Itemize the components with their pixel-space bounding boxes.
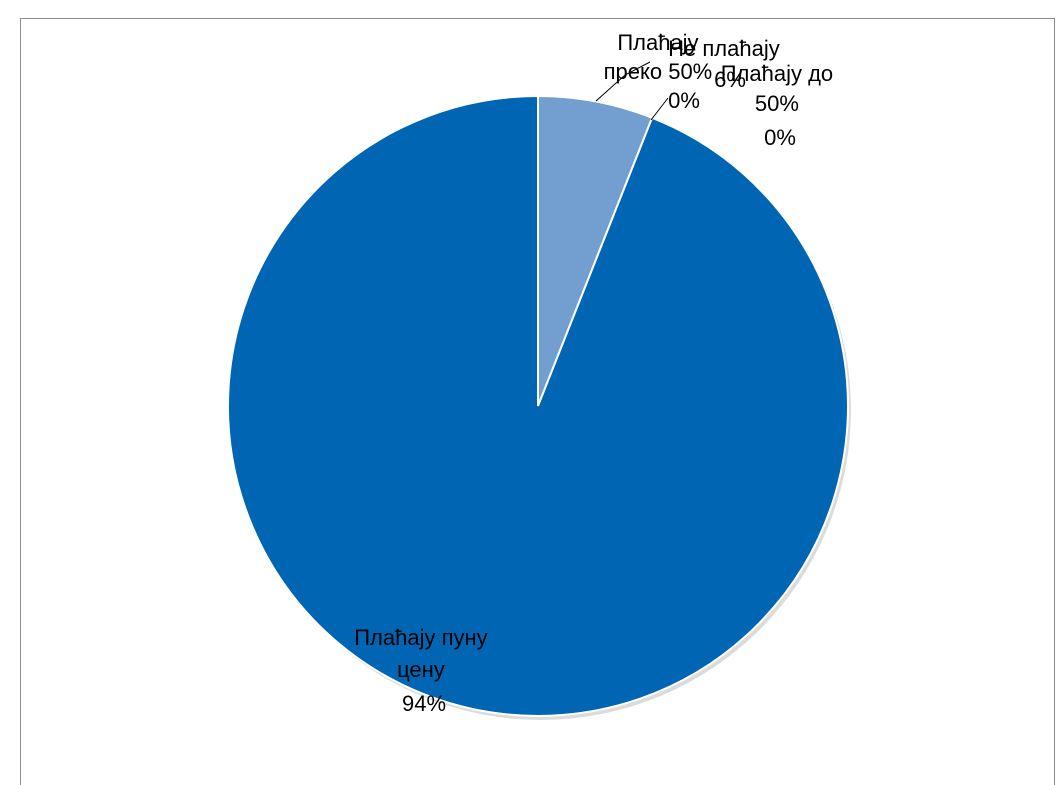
slice-label-preko-50: Плаћају преко 50% 0% xyxy=(604,30,719,113)
leader-line-do-50 xyxy=(650,97,669,121)
slice-label-pune-cene: Плаћају пуну цену 94% xyxy=(354,625,494,716)
leader-line-preko-50 xyxy=(595,61,651,102)
slice-labels: Плаћају преко 50% 0% Не плаћају 6% Плаћа… xyxy=(354,30,840,716)
slice-label-ne-placaju: Не плаћају 6% xyxy=(668,36,786,92)
slice-label-do-50: Плаћају до 50% 0% xyxy=(721,61,840,150)
leader-lines xyxy=(595,61,669,121)
pie-slices xyxy=(227,94,851,720)
pie-slice-pune-cene xyxy=(227,94,849,717)
